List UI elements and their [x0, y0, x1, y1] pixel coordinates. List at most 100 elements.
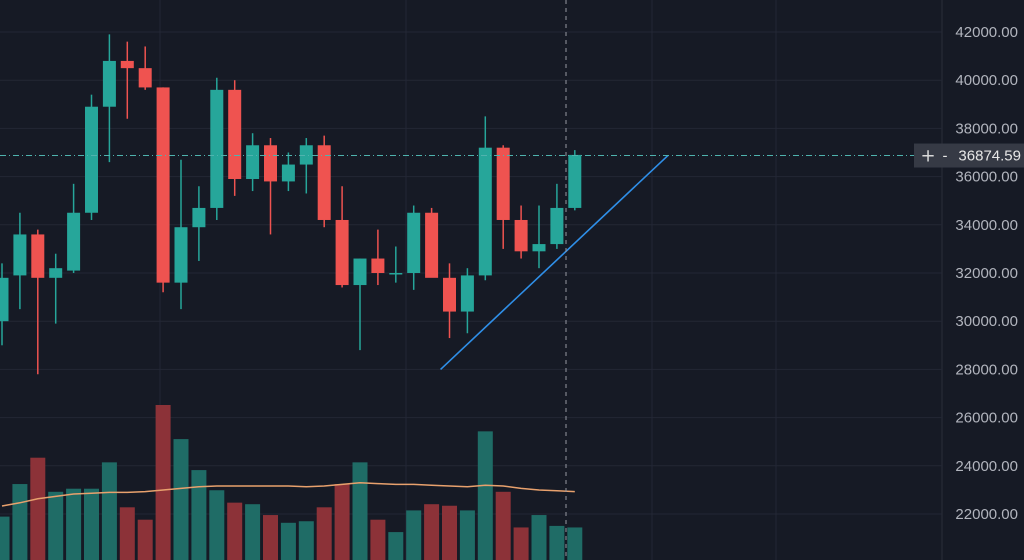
volume-bars: [0, 405, 583, 560]
candles[interactable]: [0, 34, 582, 375]
candle: [443, 263, 456, 339]
candle-body: [532, 244, 546, 252]
candle-body: [371, 258, 385, 273]
volume-bar: [66, 488, 82, 560]
volume-moving-average: [1, 482, 575, 507]
candle-body: [67, 212, 81, 271]
candle: [120, 41, 134, 119]
candle: [496, 145, 510, 249]
volume-bar: [406, 510, 422, 560]
volume-bar: [84, 488, 99, 560]
volume-bar: [513, 527, 529, 560]
candle-body: [496, 147, 510, 220]
price-tick-label: 32000.00: [955, 265, 1018, 282]
volume-bar: [155, 405, 171, 560]
crosshair-price-dash: -: [943, 148, 948, 165]
candle-body: [156, 87, 170, 283]
volume-bar: [101, 462, 117, 560]
volume-bar: [531, 515, 547, 560]
candle: [174, 159, 188, 310]
volume-bar: [119, 507, 135, 560]
candle-body: [102, 60, 116, 107]
volume-bar: [12, 484, 28, 560]
candle-body: [210, 89, 224, 208]
candle-body: [550, 207, 564, 245]
volume-bar: [263, 515, 278, 560]
volume-bar: [173, 439, 189, 560]
volume-bar: [191, 470, 207, 560]
trendline[interactable]: [440, 154, 669, 370]
volume-bar: [567, 527, 583, 560]
candle-body: [299, 145, 313, 165]
candle-body: [443, 277, 456, 312]
volume-bar: [30, 457, 46, 560]
volume-bar: [48, 491, 64, 560]
candle: [299, 138, 313, 194]
candle: [425, 207, 439, 278]
candle: [13, 212, 27, 310]
candle-body: [335, 219, 349, 286]
candle-body: [478, 147, 492, 276]
candle: [568, 150, 582, 211]
candle: [49, 253, 63, 324]
candle-body: [389, 273, 403, 275]
volume-bar: [459, 510, 475, 560]
candle-body: [281, 164, 295, 182]
candle-body: [514, 219, 528, 252]
candle: [389, 246, 403, 283]
volume-bar: [209, 490, 225, 560]
trendline-segment: [440, 154, 669, 370]
volume-bar: [477, 431, 493, 560]
crosshair: [0, 0, 942, 560]
candle: [0, 263, 9, 346]
candle: [228, 80, 242, 196]
candle-body: [174, 227, 188, 283]
candle: [532, 205, 546, 269]
price-axis[interactable]: 42000.00 40000.00 38000.00 36000.00 34000.00…: [914, 24, 1024, 523]
candle-body: [246, 145, 260, 180]
price-tick-label: 42000.00: [955, 24, 1018, 41]
volume-bar: [388, 532, 404, 560]
price-tick-label: 36000.00: [955, 169, 1018, 186]
candle-body: [407, 212, 421, 273]
volume-bar: [495, 491, 511, 560]
volume-bar: [137, 519, 153, 560]
candle-body: [49, 268, 63, 278]
price-tick-label: 30000.00: [955, 313, 1018, 330]
price-tick-label: 38000.00: [955, 120, 1018, 137]
candle: [550, 183, 564, 249]
candle: [353, 258, 367, 351]
volume-bar: [424, 504, 440, 560]
candle-body: [425, 212, 439, 278]
add-alert-icon: +: [920, 146, 935, 167]
candle: [102, 34, 116, 163]
candle: [478, 116, 492, 281]
candle: [156, 87, 170, 293]
candle: [514, 205, 528, 259]
price-tick-label: 40000.00: [955, 72, 1018, 89]
volume-bar: [352, 462, 368, 560]
candle-body: [317, 145, 331, 220]
volume-bar: [298, 521, 314, 560]
candle: [138, 46, 152, 90]
candle-body: [568, 154, 582, 208]
candle: [371, 229, 385, 286]
candle: [67, 183, 81, 273]
candle-body: [353, 258, 367, 286]
candle-body: [192, 207, 206, 228]
candle: [192, 186, 206, 261]
volume-bar: [334, 484, 350, 560]
crosshair-price-box: [914, 143, 1024, 168]
candle-body: [138, 68, 152, 88]
price-tick-label: 22000.00: [955, 506, 1018, 523]
candle: [317, 135, 331, 228]
candle: [407, 205, 421, 290]
candle: [210, 77, 224, 220]
candle-body: [13, 234, 27, 276]
crosshair-price-label: 36874.59: [958, 148, 1021, 165]
candle: [246, 133, 260, 192]
candle-body: [120, 60, 134, 69]
price-tick-label: 26000.00: [955, 410, 1018, 427]
